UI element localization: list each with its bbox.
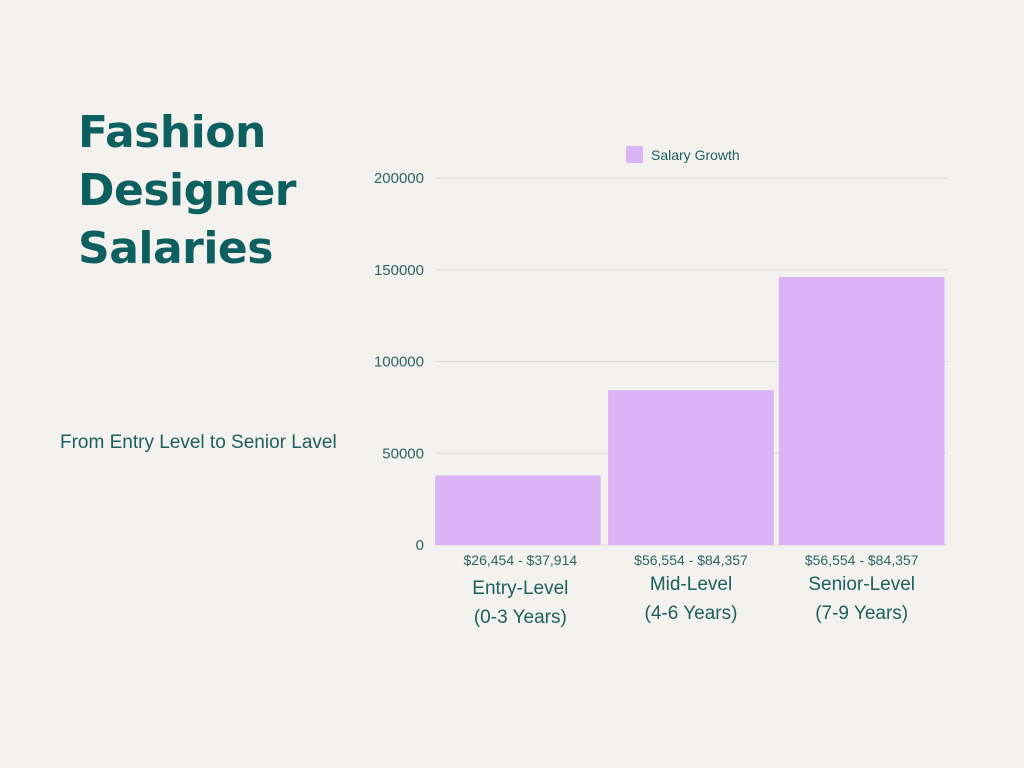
x-category-label: Entry-Level	[472, 578, 568, 599]
x-category-label: (4-6 Years)	[645, 603, 738, 624]
bar	[608, 390, 774, 545]
x-category-label: (7-9 Years)	[815, 603, 908, 624]
bar	[435, 475, 601, 545]
x-category-label: Mid-Level	[650, 574, 732, 595]
y-tick-label: 200000	[374, 170, 424, 187]
x-category-label: Senior-Level	[808, 574, 915, 595]
legend: Salary Growth	[626, 146, 740, 163]
bars	[435, 277, 945, 545]
legend-swatch	[626, 146, 643, 163]
bar-range-label: $56,554 - $84,357	[634, 552, 748, 568]
chart-title: Fashion Designer Salaries	[78, 107, 297, 274]
y-tick-label: 100000	[374, 354, 424, 371]
x-category-label: (0-3 Years)	[474, 607, 567, 628]
labels: 0 50000 100000 150000 200000 $26,454 - $37,91…	[374, 170, 919, 628]
bar	[778, 277, 945, 545]
legend-label: Salary Growth	[651, 146, 740, 163]
chart-subtitle: From Entry Level to Senior Lavel	[60, 432, 337, 453]
y-tick-label: 150000	[374, 262, 424, 279]
bar-range-label: $26,454 - $37,914	[464, 552, 578, 568]
y-tick-label: 0	[416, 537, 424, 554]
bar-range-label: $56,554 - $84,357	[805, 552, 919, 568]
y-tick-label: 50000	[382, 445, 424, 462]
